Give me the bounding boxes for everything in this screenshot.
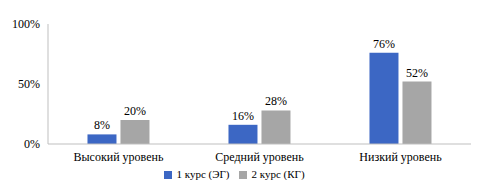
svg-text:0%: 0% <box>24 137 40 151</box>
svg-text:Низкий уровень: Низкий уровень <box>359 150 442 164</box>
html-text:1 курс (ЭГ): 1 курс (ЭГ) <box>176 168 230 180</box>
svg-text:Высокий уровень: Высокий уровень <box>74 150 164 164</box>
svg-text:50%: 50% <box>18 77 40 91</box>
svg-text:Средний уровень: Средний уровень <box>215 150 304 164</box>
svg-text:20%: 20% <box>124 104 146 118</box>
svg-text:28%: 28% <box>265 94 287 108</box>
svg-text:100%: 100% <box>12 17 40 31</box>
svg-text:16%: 16% <box>232 109 254 123</box>
svg-text:52%: 52% <box>406 66 428 80</box>
svg-text:8%: 8% <box>94 118 110 132</box>
html-text:2 курс (КГ): 2 курс (КГ) <box>251 168 305 180</box>
svg-text:76%: 76% <box>373 37 395 51</box>
